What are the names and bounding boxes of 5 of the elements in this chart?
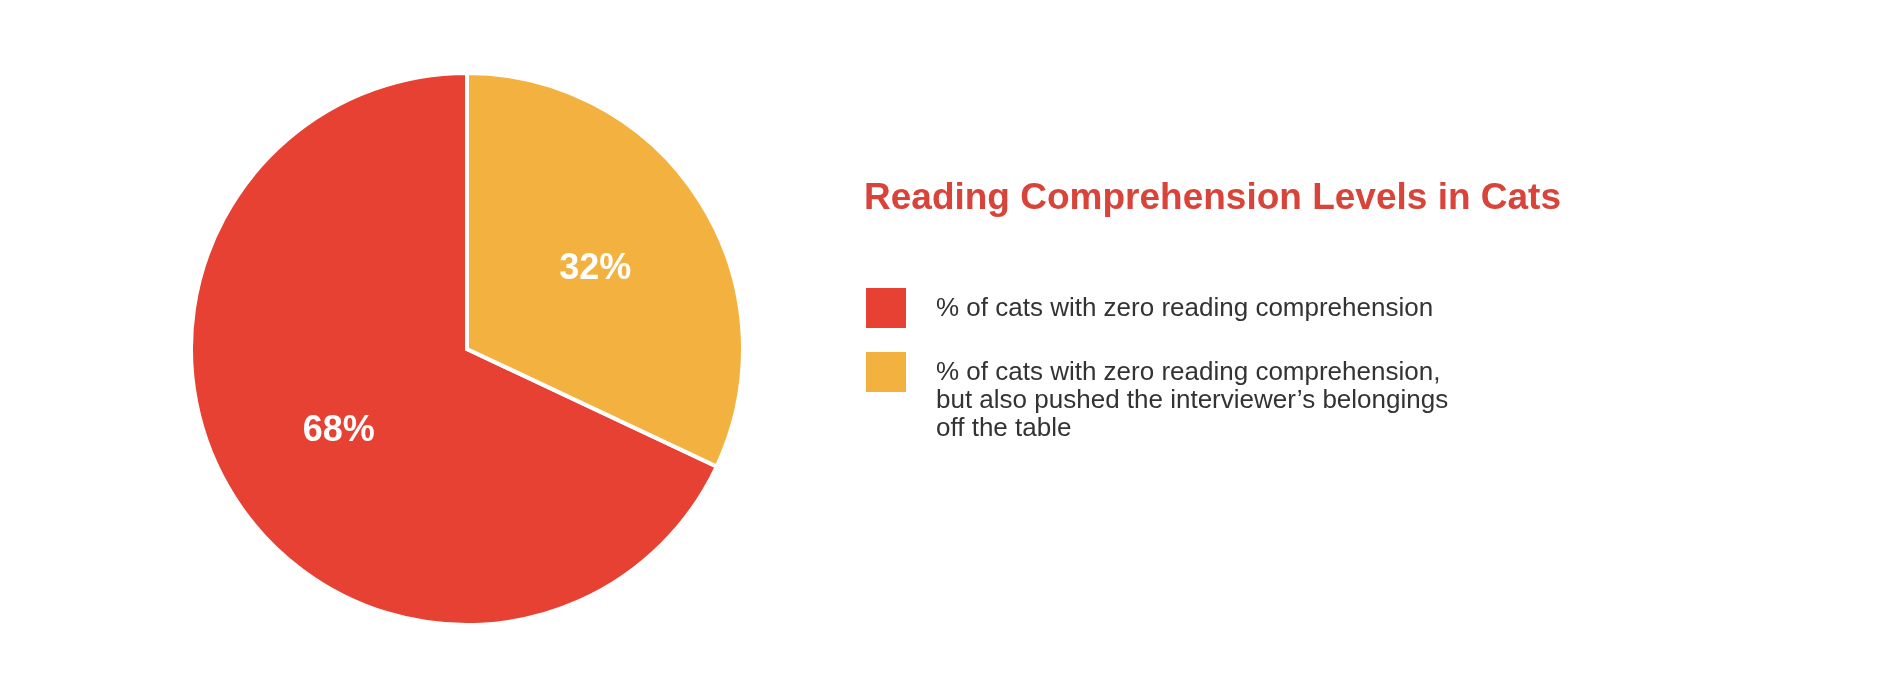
text: Reading Comprehension Levels in Cats (864, 176, 1561, 217)
data-label: 68% (302, 408, 375, 450)
data-label: 32% (559, 245, 632, 287)
legend-label: % of cats with zero reading comprehension, but also pushed the interviewer’s belongings off the table (936, 356, 1449, 442)
legend-label: % of cats with zero reading comprehension (936, 292, 1434, 322)
